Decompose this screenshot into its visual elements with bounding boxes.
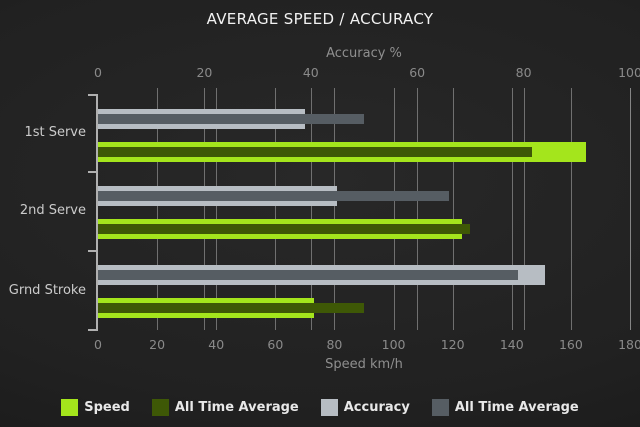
accuracy-swatch (320, 399, 338, 416)
bar-bottom-all-time-average (98, 223, 471, 234)
legend-label: All Time Average (174, 400, 299, 415)
y-axis-tick (88, 329, 98, 331)
speed-average-swatch (151, 399, 169, 416)
top-tick-label: 60 (409, 65, 426, 80)
legend-item-speed-all-time-average: All Time Average (151, 399, 299, 416)
bar-top-all-time-average (98, 190, 450, 201)
gridline (571, 88, 572, 330)
top-axis-title: Accuracy % (326, 46, 402, 61)
gridline (512, 88, 513, 330)
bottom-tick-label: 140 (499, 337, 524, 352)
top-tick-label: 20 (196, 65, 213, 80)
y-axis-tick (88, 250, 98, 252)
bottom-tick-label: 40 (208, 337, 225, 352)
top-tick-label: 0 (94, 65, 102, 80)
top-tick-label: 100 (618, 65, 640, 80)
bottom-tick-label: 80 (326, 337, 343, 352)
top-tick-label: 80 (515, 65, 532, 80)
legend-item-accuracy: Accuracy (320, 399, 410, 416)
accuracy-average-swatch (431, 399, 449, 416)
gridline (157, 88, 158, 330)
bottom-tick-label: 180 (618, 337, 640, 352)
y-axis-tick (88, 170, 98, 173)
top-tick-label: 40 (302, 65, 319, 80)
bar-top-all-time-average (98, 114, 364, 124)
bottom-tick-label: 60 (267, 337, 284, 352)
gridline (417, 88, 418, 330)
y-axis-tick (88, 94, 98, 96)
bottom-axis-title: Speed km/h (325, 357, 403, 372)
gridline (311, 88, 312, 330)
bottom-tick-label: 120 (440, 337, 465, 352)
legend-label: All Time Average (454, 400, 579, 415)
gridline (334, 88, 335, 330)
gridline (216, 88, 217, 330)
gridline (275, 88, 276, 330)
bottom-tick-label: 0 (94, 337, 102, 352)
bottom-tick-label: 160 (558, 337, 583, 352)
bottom-tick-label: 100 (381, 337, 406, 352)
gridline (453, 88, 454, 330)
legend-item-speed: Speed (61, 399, 130, 416)
speed-swatch (61, 399, 79, 416)
y-axis-line (96, 94, 98, 330)
bar-bottom-all-time-average (98, 147, 533, 157)
legend-item-accuracy-all-time-average: All Time Average (431, 399, 579, 416)
legend-label: Speed (84, 400, 130, 415)
gridline (630, 88, 631, 330)
category-label: Grnd Stroke (8, 282, 86, 298)
bar-bottom-all-time-average (98, 303, 364, 313)
legend: Speed All Time Average Accuracy All Time… (0, 399, 640, 416)
bar-top-all-time-average (98, 270, 519, 280)
chart-title: AVERAGE SPEED / ACCURACY (206, 10, 434, 28)
category-label: 2nd Serve (19, 203, 86, 219)
gridline (394, 88, 395, 330)
category-label: 1st Serve (24, 125, 86, 141)
gridline (204, 88, 205, 330)
legend-label: Accuracy (343, 400, 410, 415)
bottom-tick-label: 20 (149, 337, 166, 352)
gridline (524, 88, 525, 330)
